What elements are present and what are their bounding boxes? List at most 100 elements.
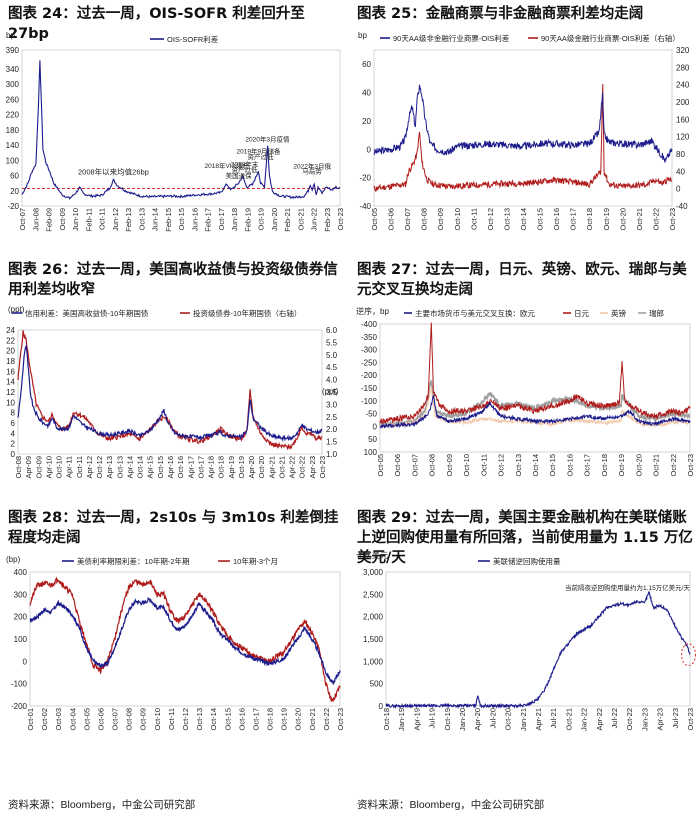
y-tick-label: 1,000 [363,657,384,666]
series-line-10y-3m [29,576,341,702]
x-tick-label: Oct-19 [237,456,246,479]
x-tick-label: Oct-08 [420,208,429,231]
series-line-ois-sofr [21,60,341,200]
plot-area [21,49,341,207]
annotation-label: 资产过低 [232,165,259,174]
chart-title: 图表 25：金融商票与非金融商票利差均走阔 [357,6,644,22]
annotation-label: 乌局势 [302,166,322,175]
legend-label: 日元 [574,309,589,318]
x-tick-label: Feb-11 [84,208,93,231]
y-tick-label: 200 [14,613,28,622]
y-tick-label-left: 0 [367,145,372,154]
annotation-label: 美国退保 [226,171,253,180]
x-tick-label: Oct-20 [634,454,643,477]
legend-label: 主要市场货币与美元交叉互换：欧元 [415,308,535,318]
y-tick-label: 300 [14,590,28,599]
x-tick-label: Jun-08 [31,208,40,231]
x-tick-label: Jun-18 [230,208,239,231]
y-tick-label-right: 1.0 [326,450,338,459]
legend-label: 瑞郎 [649,308,664,318]
y-unit-label: bp [358,31,367,40]
y-tick-label-left: 14 [6,378,15,387]
annotation-label: 2022年3月俄 [293,162,331,171]
x-tick-label: Oct-10 [462,454,471,477]
x-tick-label: Apr-13 [105,456,114,479]
y-tick-label: -100 [11,680,28,689]
y-tick-label-left: 20 [6,347,15,356]
y-tick-label: -300 [361,346,378,355]
y-tick-label-right: 3.0 [326,400,338,409]
plot-area [17,329,323,455]
x-tick-label: Oct-19 [443,708,452,731]
series-line-eur [379,394,691,430]
legend-label: 投资级债券-10年期国债（右轴） [193,308,301,318]
x-tick-label: Oct-21 [635,208,644,231]
series-line-10y-2y [29,596,341,685]
x-tick-label: Oct-13 [115,456,124,479]
series-line-reverse-repo [385,590,691,710]
x-tick-label: Apr-22 [288,456,297,479]
x-tick-label: Jun-10 [71,208,80,231]
series-line-high-yield [17,344,323,443]
y-tick-label: 100 [14,635,28,644]
x-tick-label: Jun-14 [151,208,160,231]
x-tick-label: Oct-13 [195,708,204,731]
x-tick-label: Feb-09 [45,208,54,232]
x-tick-label: Jun-12 [111,208,120,231]
x-tick-label: Apr-16 [166,456,175,479]
x-tick-label: Jun-22 [310,208,319,231]
y-tick-label: 400 [14,568,28,577]
y-tick-label-right: -40 [676,202,688,211]
x-tick-label: Oct-17 [583,454,592,477]
legend-label: 美债利率期限利差：10年期-2年期 [77,556,190,566]
x-tick-label: Jun-20 [270,208,279,231]
x-tick-label: Apr-19 [227,456,236,479]
x-tick-label: Oct-16 [237,708,246,731]
plot-area [385,571,691,707]
x-tick-label: Oct-16 [565,454,574,477]
y-tick-label: -350 [361,333,378,342]
y-tick-label: 0 [379,702,384,711]
y-tick-label-right: 240 [676,81,690,90]
x-tick-label: Feb-19 [243,208,252,232]
reference-line-label: 2008年以来均值26bp [78,166,149,176]
y-unit-label: 十亿美元 [356,550,388,560]
y-unit-label-right: (ppt) [322,387,339,396]
annotation-label: 2018年末 [231,159,259,168]
x-tick-label: Oct-11 [75,456,84,478]
y-tick-label-left: 18 [6,357,15,366]
x-tick-label: Jan-23 [640,708,649,731]
y-tick-label-left: 24 [6,326,15,335]
y-tick-label-left: 12 [6,388,15,397]
x-tick-label: Oct-12 [95,456,104,479]
y-tick-label-right: 40 [676,167,685,176]
annotation-label: 资产过低 [248,152,275,161]
chart-title: 图表 28：过去一周，2s10s 与 3m10s 利差倒挂程度均走阔 [8,510,339,546]
x-tick-label: Oct-19 [617,454,626,477]
y-tick-label: 60 [10,172,19,181]
x-tick-label: Oct-13 [137,208,146,231]
chart-ois-sofr-spread: bp -20 20 60 100 140 180 220 260 300 340 390 Oct-07 J… [6,31,345,232]
y-tick-label-left: 10 [6,398,15,407]
y-tick-label-left: 20 [362,117,371,126]
chart-reverse-repo-usage: 十亿美元 0 500 1,000 1,500 2,000 2,500 3,000 Oct-18 J… [356,550,696,731]
y-tick-label-left: 60 [362,60,371,69]
y-tick-label: 20 [10,187,19,196]
chart-title: 图表 24：过去一周，OIS-SOFR 利差回升至 27bp [8,6,305,42]
y-tick-label-right: 5.5 [326,338,338,347]
y-tick-label: 100 [6,156,20,165]
x-tick-label: Oct-19 [602,208,611,231]
series-line-investment-grade [17,330,323,451]
x-tick-label: Oct-05 [376,454,385,477]
plot-area [373,49,673,207]
x-tick-label: Feb-17 [204,208,213,232]
x-tick-label: Oct-17 [217,208,226,231]
x-tick-label: Oct-07 [111,708,120,731]
x-tick-label: Apr-10 [44,456,53,479]
annotation-label: 2019年9月储备 [236,146,281,155]
y-tick-label-right: 2.5 [326,413,338,422]
y-tick-label-left: 0 [11,450,16,459]
x-tick-label: Oct-13 [502,208,511,231]
x-tick-label: Oct-06 [387,208,396,231]
x-tick-label: Oct-21 [564,708,573,731]
